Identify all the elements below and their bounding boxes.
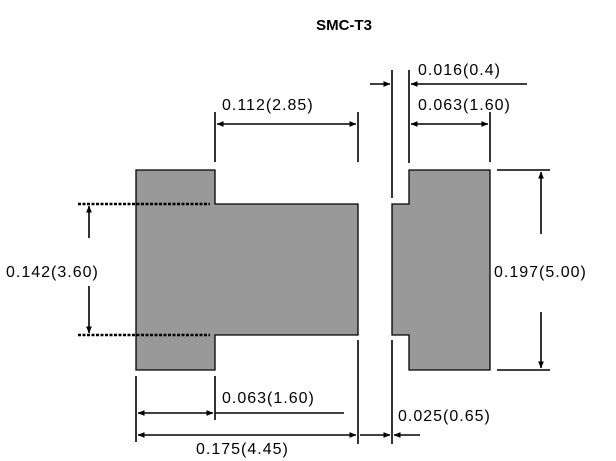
diagram-title: SMC-T3: [316, 17, 372, 34]
gap-label: 0.016(0.4): [418, 62, 501, 79]
right-pad: [391, 169, 491, 371]
outer-height-label: 0.197(5.00): [494, 264, 587, 281]
right-pad-width-label: 0.063(1.60): [418, 97, 511, 114]
left-tab-width-label: 0.063(1.60): [222, 390, 315, 407]
overall-length-label: 0.175(4.45): [196, 441, 289, 458]
left-pad: [135, 169, 359, 371]
right-offset-label: 0.025(0.65): [398, 408, 491, 425]
inner-height-label: 0.142(3.60): [6, 264, 99, 281]
neck-length-label: 0.112(2.85): [222, 97, 314, 114]
